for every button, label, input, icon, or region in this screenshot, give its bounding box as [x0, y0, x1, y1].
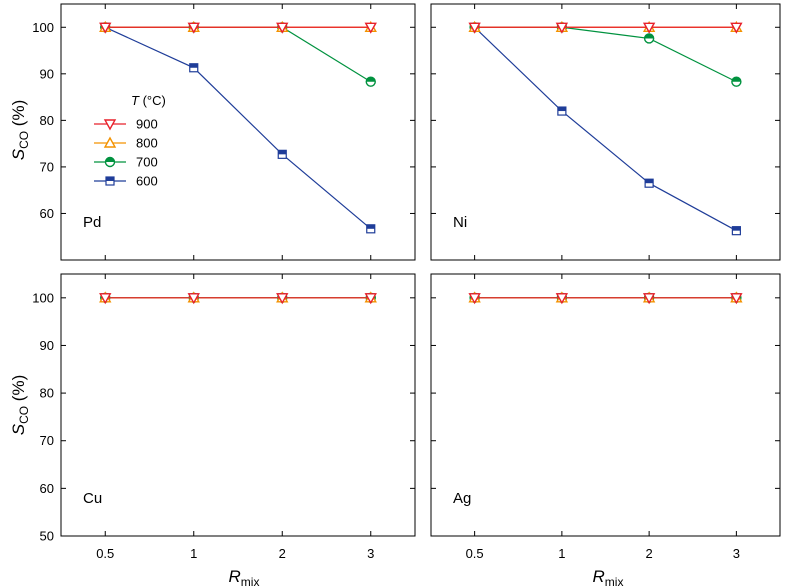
data-point-700-fill	[644, 33, 654, 39]
legend-label-800: 800	[136, 136, 158, 151]
legend-marker-700-fill	[105, 157, 115, 162]
legend: T (°C) 900 800 700 600	[94, 93, 166, 189]
y-tick-label: 100	[32, 290, 54, 305]
y-tick-label: 100	[32, 20, 54, 35]
data-point-900	[364, 22, 377, 34]
y-tick-label: 60	[40, 206, 54, 221]
y-axis-title-bottom: SCO (%)	[9, 375, 31, 436]
data-point-900	[468, 22, 481, 34]
data-point-900	[364, 293, 377, 305]
data-point-700	[731, 76, 742, 87]
series-line-600	[105, 26, 372, 230]
legend-label-700: 700	[136, 155, 158, 170]
y-tick-label: 90	[40, 338, 54, 353]
x-axis-title-left: Rmix	[229, 567, 260, 588]
x-axis-title-right-symbol: R	[593, 567, 605, 586]
x-axis-title-left-subscript: mix	[241, 575, 260, 588]
y-tick-label: 60	[40, 481, 54, 496]
x-tick-label: 1	[190, 546, 197, 561]
data-point-600	[731, 226, 741, 236]
data-point-600	[644, 178, 654, 188]
y-axis-title-bottom-unit: (%)	[9, 375, 28, 406]
y-tick-label: 70	[40, 433, 54, 448]
x-tick-label: 0.5	[466, 546, 484, 561]
x-axis-title-right-subscript: mix	[605, 575, 624, 588]
legend-title-symbol: T	[131, 93, 143, 108]
data-point-900	[187, 293, 200, 305]
legend-marker-600-fill	[106, 177, 114, 181]
data-point-600-fill	[366, 224, 375, 229]
data-point-600-fill	[732, 226, 741, 231]
data-point-900	[555, 293, 569, 305]
legend-label-600: 600	[136, 174, 158, 189]
y-axis-title-top: SCO (%)	[9, 100, 31, 161]
y-tick-label: 80	[40, 386, 54, 401]
series-line-700	[105, 26, 372, 83]
y-tick-label: 90	[40, 66, 54, 81]
panel-label: Pd	[83, 214, 101, 231]
panel-label: Ni	[453, 214, 467, 231]
x-tick-label: 0.5	[96, 546, 114, 561]
legend-title: T (°C)	[131, 93, 166, 108]
legend-marker-600	[105, 176, 115, 186]
x-tick-label: 1	[558, 546, 565, 561]
x-axis-title-left-symbol: R	[229, 567, 241, 586]
x-tick-label: 3	[733, 546, 740, 561]
legend-marker-800	[103, 136, 117, 148]
x-axis-title-right: Rmix	[593, 567, 624, 588]
data-point-600-fill	[645, 179, 654, 184]
y-axis-title-bottom-subscript: CO	[17, 406, 31, 424]
data-point-600	[557, 106, 567, 116]
y-tick-label: 70	[40, 159, 54, 174]
legend-label-900: 900	[136, 117, 158, 132]
panel-ag: 0.5 1 2 3 Ag	[430, 273, 781, 561]
legend-marker-900	[103, 119, 117, 131]
panel-pd: 60 70 80 90 100 Pd	[32, 3, 416, 261]
panel-frame	[60, 273, 416, 537]
data-point-900	[99, 293, 112, 305]
panel-label: Ag	[453, 490, 471, 507]
data-point-900	[276, 293, 289, 305]
data-point-600	[189, 63, 199, 73]
panel-frame	[430, 3, 781, 261]
x-tick-label: 3	[367, 546, 374, 561]
data-point-900	[187, 22, 200, 34]
data-point-900	[642, 22, 656, 34]
data-point-600-fill	[557, 107, 566, 112]
data-point-600-fill	[278, 150, 287, 155]
y-tick-label: 80	[40, 113, 54, 128]
data-point-700-fill	[366, 77, 376, 82]
y-axis-title-bottom-symbol: S	[9, 423, 28, 435]
data-point-700	[365, 76, 376, 87]
data-point-900	[730, 22, 743, 34]
data-point-700-fill	[731, 77, 741, 82]
data-point-900	[99, 22, 112, 34]
data-point-600	[277, 149, 287, 159]
x-tick-label: 2	[646, 546, 653, 561]
series-line-700	[474, 26, 737, 83]
panel-label: Cu	[83, 490, 102, 507]
y-axis-title-top-unit: (%)	[9, 100, 28, 131]
y-axis-title-top-symbol: S	[9, 148, 28, 160]
legend-title-unit: (°C)	[143, 93, 166, 108]
panel-cu: 50 60 70 80 90 100 0.5 1 2 3 Cu	[32, 273, 416, 561]
x-tick-label: 2	[279, 546, 286, 561]
data-point-600-fill	[189, 63, 198, 68]
panel-frame	[430, 273, 781, 537]
data-point-900	[730, 293, 743, 305]
panel-ni: Ni	[430, 3, 781, 261]
y-tick-label: 50	[40, 529, 54, 544]
y-axis-title-top-subscript: CO	[17, 131, 31, 149]
data-point-700	[643, 33, 655, 44]
data-point-900	[276, 22, 289, 34]
panel-frame	[60, 3, 416, 261]
legend-marker-700	[104, 156, 116, 168]
series-line-600	[474, 26, 737, 232]
data-point-900	[555, 22, 569, 34]
data-point-900	[642, 293, 656, 305]
data-point-900	[468, 293, 481, 305]
data-point-600	[366, 224, 376, 234]
